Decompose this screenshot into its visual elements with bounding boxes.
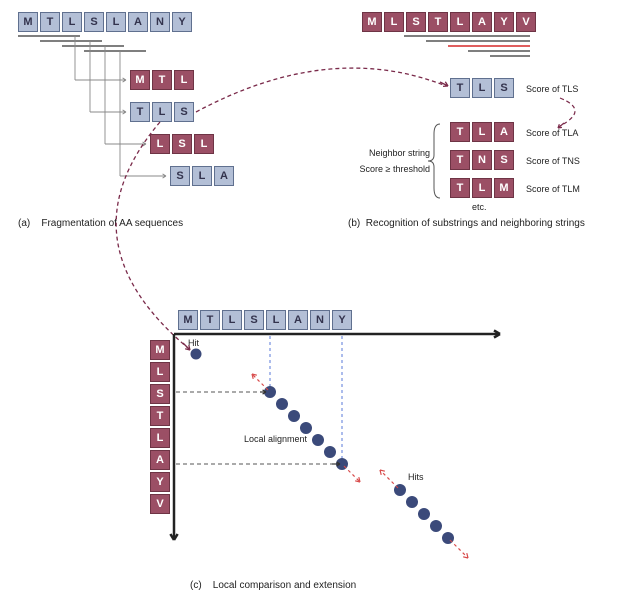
sequence: LSL — [150, 134, 214, 154]
aa-box: A — [288, 310, 308, 330]
aa-box: T — [450, 78, 470, 98]
aa-box: L — [450, 12, 470, 32]
aa-box: L — [150, 428, 170, 448]
sequence: TLA — [450, 122, 514, 142]
aa-box: T — [428, 12, 448, 32]
aa-box: M — [130, 70, 150, 90]
aa-box: L — [222, 310, 242, 330]
aa-box: S — [170, 166, 190, 186]
aa-box: A — [472, 12, 492, 32]
local-alignment-label: Local alignment — [244, 434, 307, 444]
sequence: TNS — [450, 150, 514, 170]
aa-box: T — [150, 406, 170, 426]
aa-box: L — [472, 122, 492, 142]
aa-box: A — [214, 166, 234, 186]
aa-box: N — [150, 12, 170, 32]
aa-box: M — [150, 340, 170, 360]
aa-box: Y — [172, 12, 192, 32]
aa-box: A — [494, 122, 514, 142]
aa-box: L — [152, 102, 172, 122]
sequence: MLSTLAYV — [362, 12, 536, 32]
etc-label: etc. — [472, 202, 487, 212]
aa-box: M — [18, 12, 38, 32]
aa-box: L — [192, 166, 212, 186]
aa-box: S — [494, 150, 514, 170]
aa-box: M — [362, 12, 382, 32]
aa-box: N — [472, 150, 492, 170]
aa-box: S — [150, 384, 170, 404]
hits-label: Hits — [408, 472, 424, 482]
aa-box: S — [172, 134, 192, 154]
aa-box: L — [106, 12, 126, 32]
aa-box: L — [472, 178, 492, 198]
aa-box: L — [62, 12, 82, 32]
sequence-vertical: MLSTLAYV — [150, 340, 170, 514]
aa-box: S — [174, 102, 194, 122]
aa-box: L — [150, 362, 170, 382]
aa-box: T — [450, 122, 470, 142]
sequence: MTLSLANY — [178, 310, 352, 330]
aa-box: V — [516, 12, 536, 32]
sequence: TLM — [450, 178, 514, 198]
threshold-label: Score ≥ threshold — [350, 164, 430, 174]
score-label: Score of TLS — [526, 84, 578, 94]
sequence: MTL — [130, 70, 194, 90]
sequence: SLA — [170, 166, 234, 186]
aa-box: A — [128, 12, 148, 32]
aa-box: L — [266, 310, 286, 330]
panel-b-label: (b) Recognition of substrings and neighb… — [348, 218, 585, 229]
aa-box: L — [194, 134, 214, 154]
hit-label: Hit — [188, 338, 199, 348]
score-label: Score of TNS — [526, 156, 580, 166]
aa-box: Y — [150, 472, 170, 492]
aa-box: L — [174, 70, 194, 90]
sequence: MTLSLANY — [18, 12, 192, 32]
aa-box: Y — [332, 310, 352, 330]
aa-box: S — [494, 78, 514, 98]
aa-box: T — [200, 310, 220, 330]
aa-box: T — [40, 12, 60, 32]
aa-box: N — [310, 310, 330, 330]
aa-box: S — [406, 12, 426, 32]
panel-c-label: (c) Local comparison and extension — [190, 580, 356, 591]
aa-box: T — [152, 70, 172, 90]
sequence: TLS — [130, 102, 194, 122]
aa-box: S — [244, 310, 264, 330]
sequence: TLS — [450, 78, 514, 98]
aa-box: T — [130, 102, 150, 122]
score-label: Score of TLA — [526, 128, 578, 138]
aa-box: S — [84, 12, 104, 32]
aa-box: V — [150, 494, 170, 514]
aa-box: M — [178, 310, 198, 330]
aa-box: L — [472, 78, 492, 98]
aa-box: L — [150, 134, 170, 154]
score-label: Score of TLM — [526, 184, 580, 194]
aa-box: T — [450, 178, 470, 198]
neighbor-string-label: Neighbor string — [350, 148, 430, 158]
aa-box: A — [150, 450, 170, 470]
aa-box: Y — [494, 12, 514, 32]
panel-a-label: (a) Fragmentation of AA sequences — [18, 218, 183, 229]
aa-box: M — [494, 178, 514, 198]
aa-box: T — [450, 150, 470, 170]
aa-box: L — [384, 12, 404, 32]
